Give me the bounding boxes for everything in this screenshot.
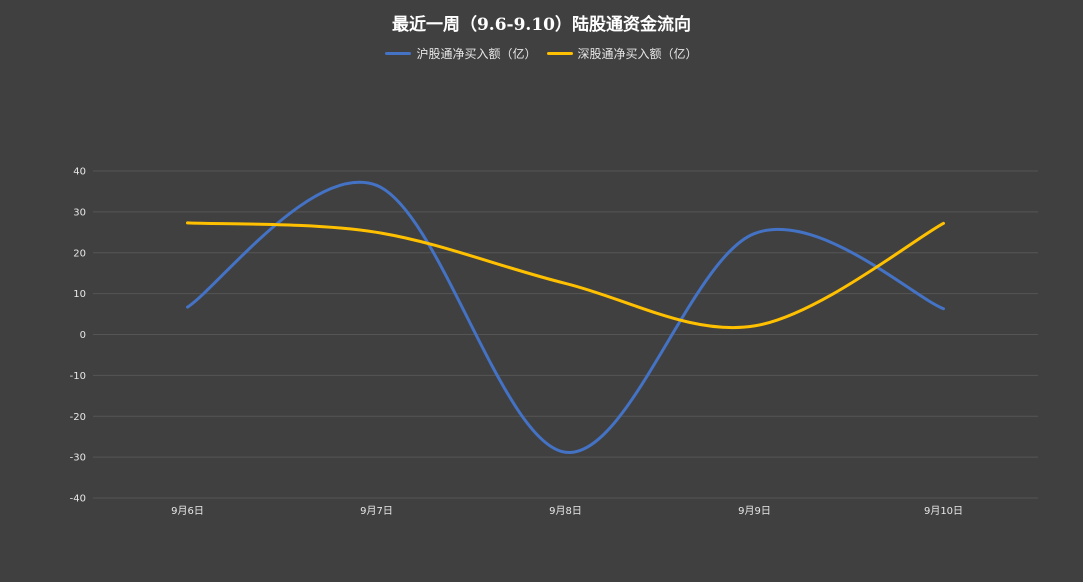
chart-title: 最近一周（9.6-9.10）陆股通资金流向 [391,15,692,35]
series-line-shenzhen[interactable] [186,221,945,330]
legend-label-shenzhen: 深股通净买入额（亿） [577,47,698,61]
legend: 沪股通净买入额（亿） 深股通净买入额（亿） [0,45,1083,62]
y-tick-label: -30 [70,453,86,464]
x-tick-label: 9月6日 [171,505,204,517]
series-line-shanghai[interactable] [186,181,945,454]
legend-item-shanghai[interactable]: 沪股通净买入额（亿） [385,45,537,62]
y-tick-label: 20 [73,248,86,259]
legend-swatch-shanghai [385,52,412,55]
gridlines [93,170,1038,499]
y-tick-label: 30 [73,207,86,218]
legend-item-shenzhen[interactable]: 深股通净买入额（亿） [546,45,698,62]
legend-label-shanghai: 沪股通净买入额（亿） [416,47,537,61]
x-tick-label: 9月9日 [738,505,771,517]
y-tick-label: -20 [70,412,86,423]
y-tick-label: 0 [80,330,86,341]
x-tick-label: 9月8日 [549,505,582,517]
x-tick-label: 9月7日 [360,505,393,517]
series-lines [186,181,945,454]
y-tick-label: -40 [70,494,86,505]
y-axis-tick-labels: 40 30 20 10 0 -10 -20 -30 -40 [70,167,86,505]
legend-swatch-shenzhen [546,52,573,55]
x-axis-tick-labels: 9月6日 9月7日 9月8日 9月9日 9月10日 [171,505,963,517]
y-tick-label: 10 [73,289,86,300]
x-tick-label: 9月10日 [924,505,963,517]
y-tick-label: -10 [70,371,86,382]
y-tick-label: 40 [73,167,86,178]
